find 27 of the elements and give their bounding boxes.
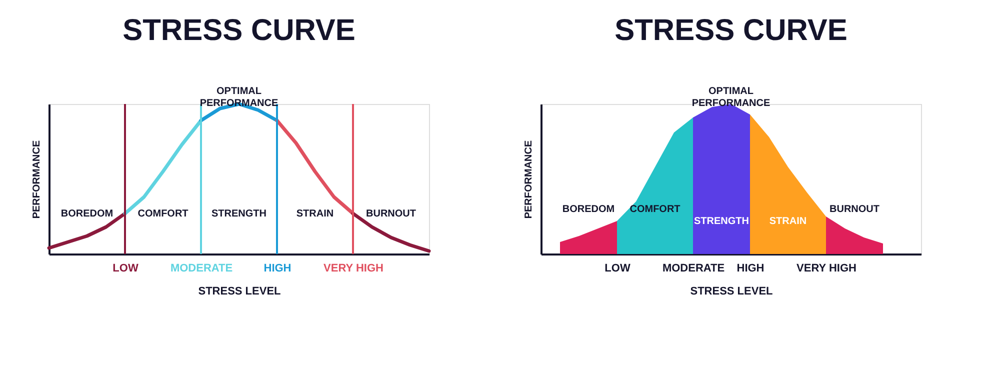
annotation: STRENGTH (694, 216, 749, 227)
annotation: BOREDOM (60, 208, 114, 220)
x-axis-title: STRESS LEVEL (690, 286, 774, 298)
text: OPTIMAL (216, 86, 262, 97)
y-axis-title: PERFORMANCE (200, 98, 278, 109)
x-axis-title: STRESS LEVEL (198, 286, 282, 298)
text: PERFORMANCE (32, 140, 42, 219)
x-tick-label: LOW (112, 262, 139, 274)
x-tick-label: MODERATE (170, 262, 233, 274)
annotation: STRENGTH (212, 208, 266, 220)
annotation: COMFORT (138, 208, 188, 220)
annotation: STRAIN (296, 208, 334, 220)
annotation: BURNOUT (366, 208, 416, 220)
x-tick-label: VERY HIGH (796, 262, 857, 274)
x-tick-label: LOW (604, 262, 631, 274)
y-axis-title: PERFORMANCE (524, 140, 534, 219)
annotation: BURNOUT (830, 204, 880, 215)
chart-title: STRESS CURVE (122, 14, 356, 47)
x-tick-label: HIGH (264, 262, 292, 274)
x-tick-label: VERY HIGH (324, 262, 384, 274)
chart-title: STRESS CURVE (614, 14, 848, 47)
annotation: STRAIN (769, 216, 807, 227)
annotation: BOREDOM (562, 204, 615, 215)
annotation: COMFORT (630, 204, 680, 215)
x-tick-label: HIGH (736, 262, 764, 274)
x-tick-label: MODERATE (662, 262, 725, 274)
annotation: OPTIMAL PERFORMANCE (692, 86, 770, 109)
